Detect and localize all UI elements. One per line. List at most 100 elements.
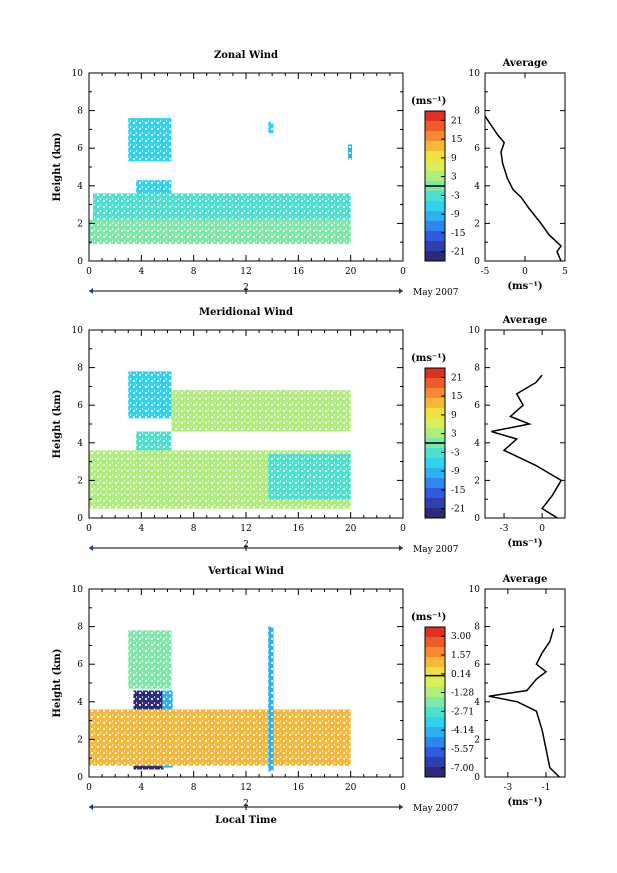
colorbar-segment [425, 737, 445, 748]
colorbar-segment [425, 637, 445, 648]
y-tick-label: 4 [77, 698, 83, 708]
colorbar-tick-label: -3 [451, 191, 460, 201]
average-y-tick-label: 8 [474, 364, 480, 374]
colorbar-segment [425, 408, 445, 419]
y-tick-label: 10 [72, 326, 84, 336]
colorbar-segment [425, 141, 445, 152]
average-frame [484, 72, 566, 262]
y-tick-label: 0 [77, 773, 83, 783]
average-title: Average [502, 315, 548, 326]
colorbar-tick-label: -9 [451, 210, 460, 220]
date-label: May 2007 [413, 804, 459, 814]
y-tick-label: 10 [72, 585, 84, 595]
y-tick-label: 6 [77, 660, 83, 670]
colorbar-tick-label: -5.57 [451, 745, 474, 755]
colorbar-tick-label: -21 [451, 505, 466, 515]
colorbar-tick-label: 3 [451, 430, 457, 440]
colorbar-segment [425, 151, 445, 162]
average-profile-line [484, 115, 562, 262]
y-tick-label: 8 [77, 107, 83, 117]
panel-title: Zonal Wind [214, 50, 278, 61]
y-tick-label: 2 [77, 735, 83, 745]
average-y-tick-label: 0 [474, 773, 480, 783]
y-tick-label: 6 [77, 144, 83, 154]
date-axis-tick-label: 2 [243, 283, 249, 293]
colorbar-segment [425, 131, 445, 142]
average-x-tick-label: 5 [562, 267, 568, 277]
colorbar-segment [425, 418, 445, 429]
panel-title: Vertical Wind [207, 566, 284, 577]
x-tick-label: 0 [400, 267, 406, 277]
average-y-tick-label: 4 [474, 439, 480, 449]
colorbar-segment [425, 468, 445, 479]
date-label: May 2007 [413, 288, 459, 298]
average-profile-line [488, 628, 560, 778]
y-tick-label: 4 [77, 439, 83, 449]
data-patch-texture [348, 144, 352, 160]
data-patch-texture [128, 371, 172, 419]
colorbar-segment [425, 727, 445, 738]
average-y-tick-label: 2 [474, 476, 480, 486]
average-y-tick-label: 2 [474, 219, 480, 229]
colorbar-tick-label: 15 [451, 392, 463, 402]
colorbar-tick-label: -4.14 [451, 726, 474, 736]
y-tick-label: 10 [72, 69, 84, 79]
average-profile-line [491, 374, 563, 519]
colorbar-segment [425, 627, 445, 638]
average-y-tick-label: 2 [474, 735, 480, 745]
data-patch-texture [171, 390, 351, 432]
average-y-tick-label: 8 [474, 623, 480, 633]
x-tick-label: 20 [345, 524, 357, 534]
average-y-tick-label: 6 [474, 144, 480, 154]
average-y-tick-label: 6 [474, 401, 480, 411]
x-tick-label: 12 [240, 783, 251, 793]
date-axis-end-marker [399, 288, 403, 294]
x-axis-label: Local Time [215, 815, 277, 826]
colorbar-tick-label: 15 [451, 135, 463, 145]
data-patch-texture [268, 454, 351, 500]
colorbar-unit-label: (ms⁻¹) [411, 612, 446, 623]
average-frame [484, 588, 566, 778]
colorbar-segment [425, 398, 445, 409]
date-axis-end-marker [399, 804, 403, 810]
colorbar-segment [425, 687, 445, 698]
data-patch-texture [268, 626, 274, 772]
colorbar-segment [425, 667, 445, 678]
colorbar-segment [425, 488, 445, 499]
x-tick-label: 4 [138, 267, 144, 277]
date-axis-tick-label: 2 [243, 540, 249, 550]
colorbar-segment [425, 677, 445, 688]
date-axis-start-marker [89, 804, 93, 810]
x-tick-label: 0 [400, 524, 406, 534]
colorbar-segment [425, 171, 445, 182]
average-title: Average [502, 58, 548, 69]
average-y-tick-label: 10 [469, 326, 481, 336]
colorbar-tick-label: -9 [451, 467, 460, 477]
average-x-tick-label: -1 [542, 783, 551, 793]
colorbar-tick-label: 3.00 [451, 632, 471, 642]
x-tick-label: 0 [86, 267, 92, 277]
colorbar-segment [425, 767, 445, 778]
colorbar-segment [425, 161, 445, 172]
colorbar-tick-label: -3 [451, 448, 460, 458]
colorbar-tick-label: 9 [451, 154, 457, 164]
average-y-tick-label: 8 [474, 107, 480, 117]
average-y-tick-label: 0 [474, 514, 480, 524]
data-patch-texture [128, 118, 172, 162]
data-patch-texture [89, 219, 351, 245]
colorbar-segment [425, 498, 445, 509]
data-patch-texture [89, 709, 351, 766]
date-axis-end-marker [399, 545, 403, 551]
y-tick-label: 0 [77, 514, 83, 524]
colorbar-tick-label: -2.71 [451, 707, 474, 717]
y-tick-label: 0 [77, 257, 83, 267]
y-tick-label: 4 [77, 182, 83, 192]
colorbar-segment [425, 388, 445, 399]
x-tick-label: 20 [345, 783, 357, 793]
colorbar-tick-label: -1.28 [451, 689, 474, 699]
x-tick-label: 4 [138, 524, 144, 534]
colorbar-segment [425, 747, 445, 758]
y-axis-label: Height (km) [52, 390, 63, 459]
